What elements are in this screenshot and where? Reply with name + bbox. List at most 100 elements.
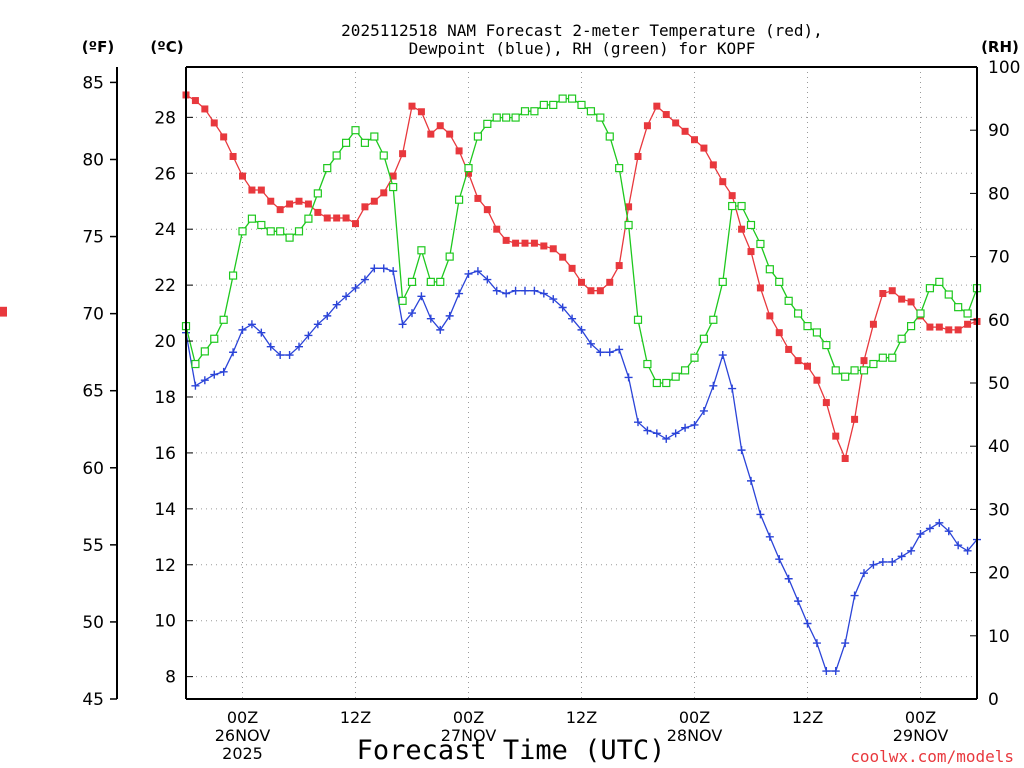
rh-point-68 bbox=[822, 340, 831, 350]
2-meter-temperature-point-62 bbox=[766, 312, 774, 320]
2-meter-temperature-point-15 bbox=[323, 214, 331, 222]
rh-point-11 bbox=[285, 233, 294, 242]
rh-point-71 bbox=[850, 366, 859, 375]
rh-point-12 bbox=[294, 227, 304, 236]
dewpoint-point-67 bbox=[812, 639, 821, 648]
dewpoint-point-1 bbox=[191, 381, 200, 390]
dewpoint-point-76 bbox=[897, 552, 906, 561]
dewpoint-point-38 bbox=[539, 289, 548, 298]
2-meter-temperature-point-9 bbox=[267, 197, 275, 205]
dewpoint-point-83 bbox=[963, 546, 972, 555]
rh-point-58 bbox=[728, 201, 737, 211]
dewpoint-point-33 bbox=[492, 286, 501, 295]
dewpoint-point-29 bbox=[455, 289, 464, 298]
rh-point-5 bbox=[228, 271, 238, 280]
2-meter-temperature-point-21 bbox=[380, 189, 388, 197]
dewpoint-point-65 bbox=[794, 597, 803, 606]
2-meter-temperature-point-81 bbox=[945, 326, 953, 334]
dewpoint-point-41 bbox=[568, 314, 577, 323]
2-meter-temperature-point-48 bbox=[634, 152, 642, 160]
x-tick-label-6-0: 00Z bbox=[227, 708, 258, 727]
dewpoint-point-37 bbox=[530, 286, 539, 295]
celsius-tick-label-28: 28 bbox=[154, 108, 176, 128]
series-layer bbox=[0, 91, 982, 676]
rh-point-29 bbox=[454, 195, 464, 204]
celsius-tick-label-10: 10 bbox=[154, 612, 176, 632]
2-meter-temperature-point-42 bbox=[578, 278, 585, 286]
dewpoint-point-26 bbox=[426, 314, 435, 323]
dewpoint-point-78 bbox=[916, 530, 925, 539]
2-meter-temperature-point-11 bbox=[286, 200, 294, 208]
celsius-tick-label-8: 8 bbox=[165, 668, 176, 688]
rh-point-33 bbox=[492, 113, 501, 122]
2-meter-temperature-point-4 bbox=[220, 133, 228, 141]
chart-title-line-2: Dewpoint (blue), RH (green) for KOPF bbox=[409, 39, 756, 58]
dewpoint-point-75 bbox=[888, 557, 897, 566]
celsius-tick-label-16: 16 bbox=[154, 444, 176, 464]
dewpoint-point-16 bbox=[332, 300, 341, 309]
dewpoint-point-73 bbox=[869, 560, 878, 569]
dewpoint-point-64 bbox=[784, 574, 793, 583]
rh-point-47 bbox=[624, 220, 633, 230]
rh-point-46 bbox=[615, 164, 624, 173]
dewpoint-point-31 bbox=[473, 267, 482, 276]
2-meter-temperature-point-16 bbox=[333, 214, 341, 222]
dewpoint-point-19 bbox=[360, 275, 369, 284]
celsius-axis-unit-label: (ºC) bbox=[150, 38, 183, 56]
2-meter-temperature-point-32 bbox=[483, 206, 491, 214]
2-meter-temperature-point-72 bbox=[860, 357, 868, 365]
rh-point-15 bbox=[323, 164, 332, 173]
x-tick-label-30-0: 00Z bbox=[453, 708, 484, 727]
dewpoint-point-54 bbox=[690, 420, 699, 429]
rh-point-67 bbox=[812, 328, 822, 337]
dewpoint-point-74 bbox=[878, 557, 887, 566]
rh-point-43 bbox=[586, 107, 596, 116]
dewpoint-point-27 bbox=[436, 325, 445, 334]
dewpoint-point-77 bbox=[907, 546, 916, 555]
rh-point-20 bbox=[370, 132, 379, 141]
2-meter-temperature-point-69 bbox=[832, 432, 840, 440]
rh-point-31 bbox=[473, 132, 483, 141]
rh-point-78 bbox=[916, 309, 925, 318]
celsius-tick-label-22: 22 bbox=[154, 276, 176, 296]
fahrenheit-tick-label-55: 55 bbox=[82, 536, 104, 556]
2-meter-temperature-point-1 bbox=[191, 97, 199, 105]
2-meter-temperature-point-52 bbox=[672, 119, 680, 127]
2-meter-temperature-point-13 bbox=[304, 200, 312, 208]
dewpoint-point-42 bbox=[577, 325, 586, 334]
2-meter-temperature-point-19 bbox=[361, 203, 369, 211]
dewpoint-point-3 bbox=[210, 370, 219, 379]
chart-title-line-1: 2025112518 NAM Forecast 2-meter Temperat… bbox=[341, 21, 823, 40]
2-meter-temperature-point-67 bbox=[813, 376, 821, 384]
2-meter-temperature-point-26 bbox=[427, 130, 435, 138]
rh-point-40 bbox=[558, 94, 567, 103]
dewpoint-point-2 bbox=[200, 376, 209, 385]
rh-point-74 bbox=[878, 353, 887, 362]
2-meter-temperature-point-8 bbox=[257, 186, 265, 194]
rh-point-57 bbox=[718, 277, 727, 286]
2-meter-temperature-point-41 bbox=[568, 264, 576, 272]
dewpoint-point-52 bbox=[671, 429, 680, 438]
plot-frame bbox=[185, 66, 978, 700]
dewpoint-point-17 bbox=[342, 292, 351, 301]
rh-point-41 bbox=[567, 94, 577, 103]
fahrenheit-tick-label-70: 70 bbox=[82, 305, 104, 325]
rh-point-81 bbox=[944, 290, 953, 299]
2-meter-temperature-point-59 bbox=[738, 225, 746, 233]
rh-point-64 bbox=[784, 296, 793, 305]
dewpoint-point-40 bbox=[558, 303, 567, 312]
rh-point-65 bbox=[793, 309, 803, 318]
dewpoint-point-63 bbox=[775, 555, 784, 564]
2-meter-temperature-point-74 bbox=[879, 290, 887, 298]
2-meter-temperature-point-undefined bbox=[0, 306, 7, 314]
dewpoint-point-79 bbox=[925, 524, 934, 533]
dewpoint-point-36 bbox=[521, 286, 529, 295]
dewpoint-point-44 bbox=[596, 348, 605, 357]
rh-axis-unit-label: (RH) bbox=[981, 38, 1019, 56]
rh-point-48 bbox=[633, 315, 643, 324]
2-meter-temperature-point-28 bbox=[446, 130, 454, 138]
rh-tick-label-60: 60 bbox=[988, 311, 1010, 331]
celsius-tick-label-24: 24 bbox=[154, 220, 176, 240]
2-meter-temperature-point-60 bbox=[747, 248, 755, 256]
fahrenheit-axis-unit-label: (ºF) bbox=[82, 38, 114, 56]
